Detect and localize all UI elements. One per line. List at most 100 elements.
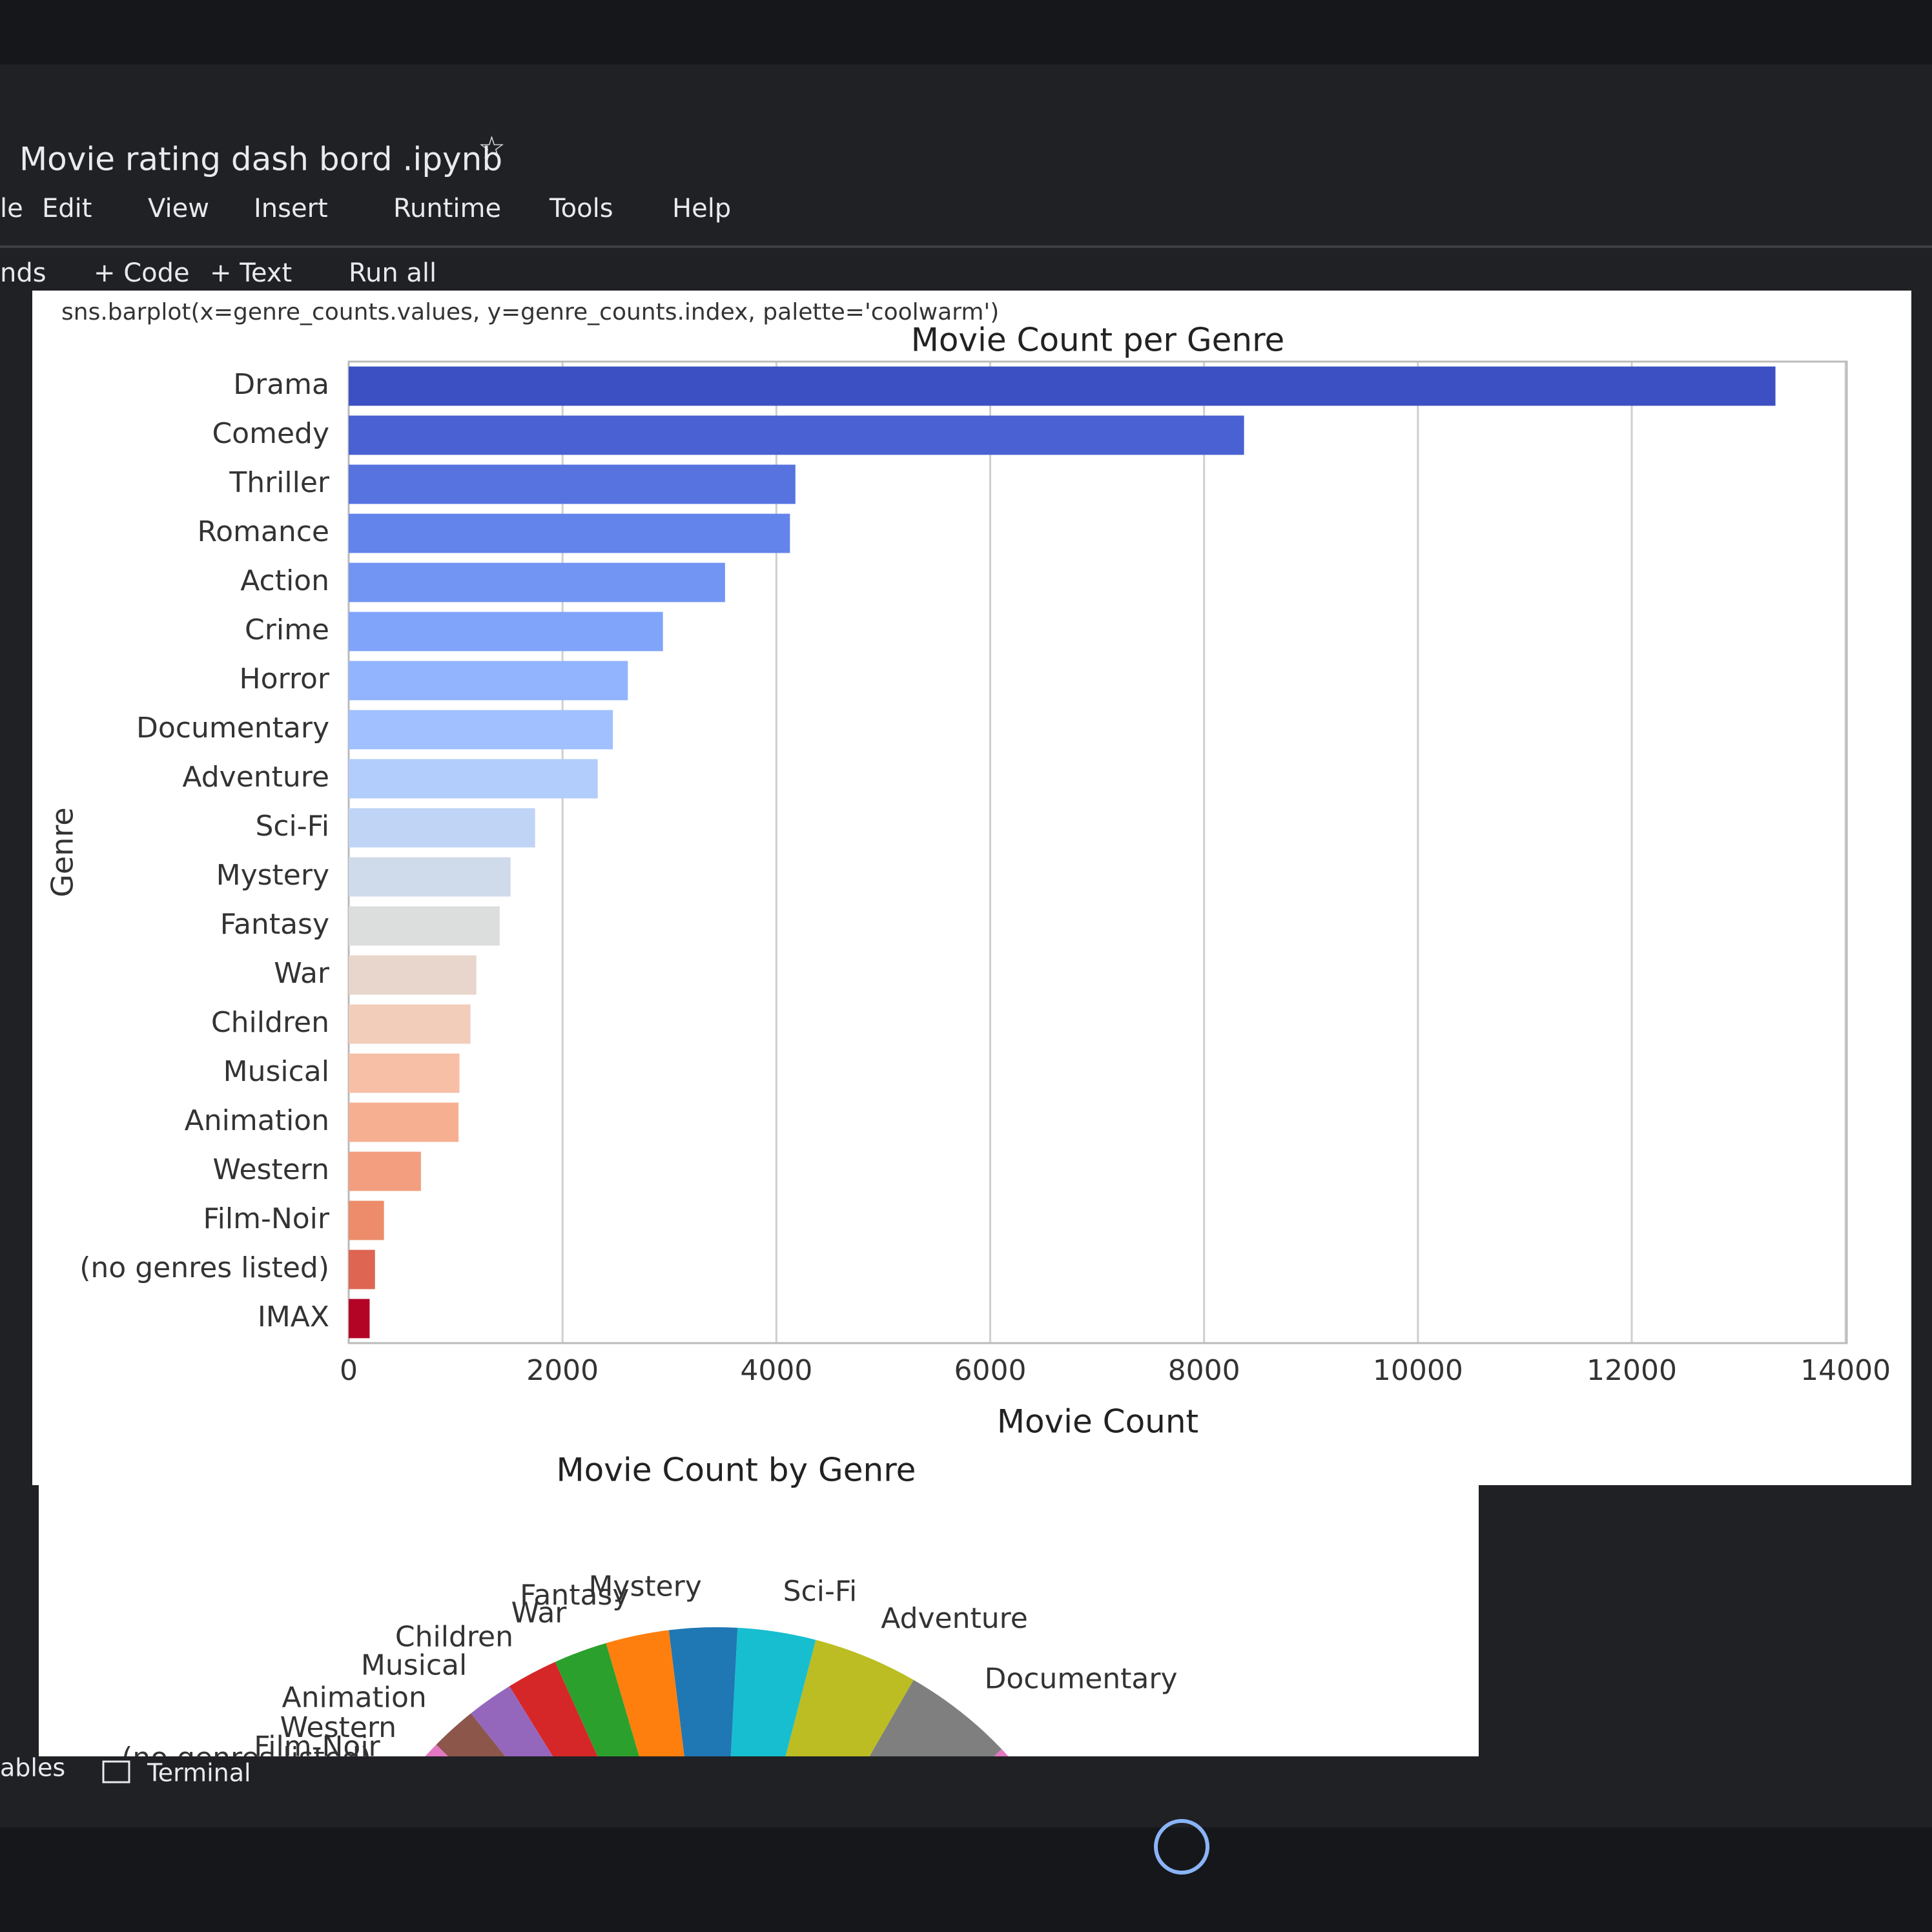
bar — [349, 955, 477, 995]
y-tick-label: Romance — [198, 515, 330, 548]
y-tick-label: War — [274, 957, 330, 990]
pie-label: Film-Noir — [254, 1731, 380, 1763]
bar — [349, 906, 500, 946]
bar — [349, 710, 613, 750]
y-tick-label: Film-Noir — [203, 1202, 330, 1235]
bar — [349, 366, 1776, 406]
x-axis-label: Movie Count — [997, 1403, 1198, 1441]
y-tick-label: Children — [211, 1006, 329, 1039]
y-tick-label: Adventure — [182, 761, 329, 794]
x-tick-label: 6000 — [954, 1354, 1027, 1387]
pie-slice — [994, 1749, 1009, 1756]
pie-label: Musical — [361, 1649, 467, 1682]
pie-label: Children — [395, 1621, 513, 1654]
y-tick-label: Action — [240, 564, 329, 597]
pie-slice — [717, 1846, 1108, 1932]
pie-slice — [785, 1639, 914, 1756]
chart-title: Movie Count by Genre — [557, 1452, 916, 1489]
y-tick-label: Thriller — [229, 466, 330, 499]
star-icon[interactable]: ☆ — [478, 130, 506, 166]
pie-slice — [425, 1744, 448, 1756]
y-tick-label: Crime — [245, 613, 329, 646]
bar — [349, 1249, 375, 1290]
status-terminal[interactable]: Terminal — [147, 1759, 251, 1787]
output-area — [32, 291, 1911, 1485]
bar — [349, 1299, 370, 1339]
pie-slice — [606, 1630, 684, 1756]
bar — [349, 1004, 471, 1044]
pie-label: Animation — [282, 1681, 427, 1714]
y-tick-label: Horror — [240, 663, 330, 695]
pie-label: Mystery — [588, 1570, 701, 1603]
toolbar-item[interactable]: + Text — [210, 258, 292, 288]
x-tick-label: 14000 — [1800, 1354, 1891, 1387]
y-tick-label: Fantasy — [220, 908, 329, 941]
y-tick-label: IMAX — [258, 1300, 329, 1333]
menu-item[interactable]: Help — [672, 194, 731, 223]
menu-item[interactable]: le — [0, 194, 23, 223]
y-tick-label: Musical — [223, 1055, 329, 1088]
bar — [349, 661, 628, 701]
pie-slice — [869, 1680, 1002, 1756]
pie-label: (no genres listed) — [121, 1742, 371, 1774]
pie-label: Adventure — [881, 1602, 1028, 1635]
bar — [349, 513, 790, 553]
gemini-button[interactable] — [1154, 1819, 1209, 1875]
toolbar-item[interactable]: Run all — [349, 258, 437, 288]
status-bar — [0, 1756, 1932, 1827]
x-tick-label: 12000 — [1587, 1354, 1677, 1387]
y-tick-label: Western — [213, 1153, 329, 1186]
menu-item[interactable]: Runtime — [393, 194, 501, 223]
bar — [349, 464, 796, 504]
menu-item[interactable]: Edit — [42, 194, 92, 223]
bar — [349, 1053, 460, 1093]
x-tick-label: 0 — [340, 1354, 358, 1387]
toolbar-item[interactable]: + Code — [94, 258, 190, 288]
bar — [349, 611, 663, 652]
pie-slice — [436, 1713, 506, 1756]
bar — [349, 1102, 459, 1142]
pie-slice — [730, 1627, 816, 1756]
pie-slice — [555, 1643, 639, 1756]
bar — [349, 1151, 421, 1191]
terminal-icon — [102, 1760, 130, 1783]
pie-label: Sci-Fi — [783, 1575, 858, 1608]
y-tick-label: Animation — [185, 1104, 329, 1137]
x-tick-label: 2000 — [526, 1354, 599, 1387]
y-tick-label: Mystery — [216, 859, 329, 892]
bar — [349, 808, 535, 848]
bar — [349, 857, 511, 897]
pie-slice — [668, 1627, 738, 1756]
x-tick-label: 8000 — [1168, 1354, 1240, 1387]
x-tick-label: 4000 — [740, 1354, 812, 1387]
code-line: sns.barplot(x=genre_counts.values, y=gen… — [61, 299, 999, 325]
pie-label: War — [511, 1597, 568, 1630]
y-tick-label: Sci-Fi — [255, 810, 329, 843]
plot-frame — [347, 360, 1848, 1344]
chart-title: Movie Count per Genre — [911, 322, 1285, 359]
bar — [349, 1200, 384, 1240]
notebook-title[interactable]: Movie rating dash bord .ipynb — [19, 141, 502, 178]
pie-label: Western — [280, 1711, 396, 1744]
bar — [349, 415, 1244, 455]
menu-item[interactable]: Tools — [549, 194, 613, 223]
pie-slice — [509, 1661, 598, 1756]
bar — [349, 562, 725, 602]
y-tick-label: (no genres listed) — [79, 1251, 329, 1284]
y-axis-label: Genre — [45, 807, 80, 897]
pie-label: Fantasy — [520, 1579, 629, 1612]
y-tick-label: Drama — [233, 368, 329, 401]
pie-label: Documentary — [984, 1662, 1177, 1695]
divider — [0, 245, 1932, 248]
menu-item[interactable]: View — [148, 194, 209, 223]
menu-item[interactable]: Insert — [254, 194, 328, 223]
bar — [349, 759, 598, 799]
pie-slice — [471, 1686, 553, 1756]
y-tick-label: Documentary — [136, 712, 329, 745]
y-tick-label: Comedy — [212, 417, 329, 450]
x-tick-label: 10000 — [1373, 1354, 1463, 1387]
status-variables[interactable]: ables — [0, 1754, 65, 1782]
toolbar-item[interactable]: nds — [0, 258, 46, 288]
